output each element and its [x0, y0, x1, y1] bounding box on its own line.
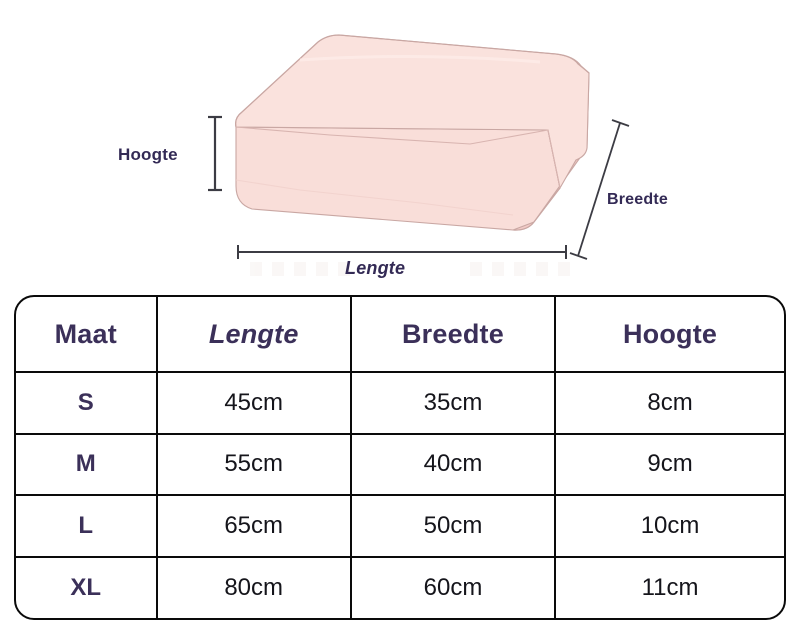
cell-size: M	[16, 433, 158, 496]
cell-hoogte: 10cm	[555, 495, 784, 558]
cell-hoogte: 11cm	[641, 573, 699, 601]
size-chart-table-container: Maat Lengte Breedte Hoogte S 45cm 35cm 8…	[14, 295, 786, 620]
cell-hoogte: 8cm	[555, 372, 784, 435]
length-label: Lengte	[345, 258, 406, 278]
column-header-hoogte: Hoogte	[555, 297, 784, 373]
cushion-illustration: Hoogte Breedte Lengte	[0, 0, 800, 292]
cell-breedte: 35cm	[350, 372, 557, 435]
cell-breedte: 40cm	[350, 433, 557, 496]
watermark	[250, 262, 570, 276]
cell-hoogte: 9cm	[555, 433, 784, 496]
length-dimension-line	[237, 245, 567, 259]
cell-lengte: 55cm	[156, 433, 352, 496]
size-chart-table: Maat Lengte Breedte Hoogte S 45cm 35cm 8…	[16, 297, 784, 618]
table-row: XL 80cm 60cm 11cm	[16, 556, 784, 618]
cell-size: L	[16, 495, 158, 558]
width-dimension-line	[569, 119, 630, 260]
cell-lengte: 80cm	[156, 556, 352, 618]
height-dimension-line	[208, 115, 222, 192]
column-header-breedte: Breedte	[350, 297, 557, 373]
table-header: Maat Lengte Breedte Hoogte	[16, 297, 784, 373]
cell-size: S	[16, 372, 158, 435]
cell-size: XL	[16, 556, 158, 618]
cushion-diagram-svg	[208, 34, 630, 276]
table-header-row: Maat Lengte Breedte Hoogte	[16, 297, 784, 373]
cell-breedte: 60cm	[350, 556, 557, 618]
cell-lengte: 45cm	[156, 372, 352, 435]
table-row: L 65cm 50cm 10cm	[16, 495, 784, 558]
width-label: Breedte	[607, 191, 668, 208]
cell-lengte: 65cm	[156, 495, 352, 558]
cell-breedte: 50cm	[350, 495, 557, 558]
table-row: S 45cm 35cm 8cm	[16, 372, 784, 435]
table-body: S 45cm 35cm 8cm M 55cm 40cm 9cm L 65cm 5…	[16, 372, 784, 618]
column-header-lengte: Lengte	[156, 297, 352, 373]
column-header-maat: Maat	[16, 297, 158, 373]
height-label: Hoogte	[118, 145, 178, 164]
cushion-shape	[235, 34, 590, 231]
table-row: M 55cm 40cm 9cm	[16, 433, 784, 496]
